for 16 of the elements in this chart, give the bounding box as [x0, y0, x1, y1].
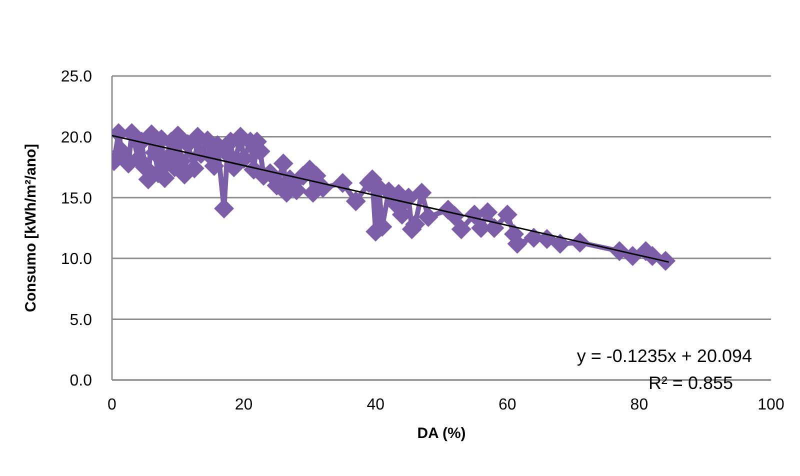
y-tick-label: 5.0 [70, 312, 92, 329]
x-tick-label: 20 [234, 396, 253, 414]
y-tick-label: 15.0 [60, 190, 92, 208]
x-tick-label: 40 [366, 396, 385, 414]
x-tick-label: 0 [108, 396, 117, 414]
y-tick-label: 10.0 [60, 251, 92, 268]
y-tick-label: 25.0 [60, 68, 92, 86]
x-axis-title: DA (%) [417, 425, 466, 442]
y-tick-label: 20.0 [60, 129, 92, 146]
y-tick-label: 0.0 [70, 372, 92, 390]
x-tick-label: 100 [758, 396, 784, 414]
annotation: y = -0.1235x + 20.094 [576, 346, 752, 367]
y-axis-title: Consumo [kWh/m²/ano] [22, 144, 40, 312]
x-tick-label: 60 [498, 396, 516, 414]
x-tick-label: 80 [630, 396, 648, 414]
annotation: R² = 0.855 [648, 373, 733, 394]
